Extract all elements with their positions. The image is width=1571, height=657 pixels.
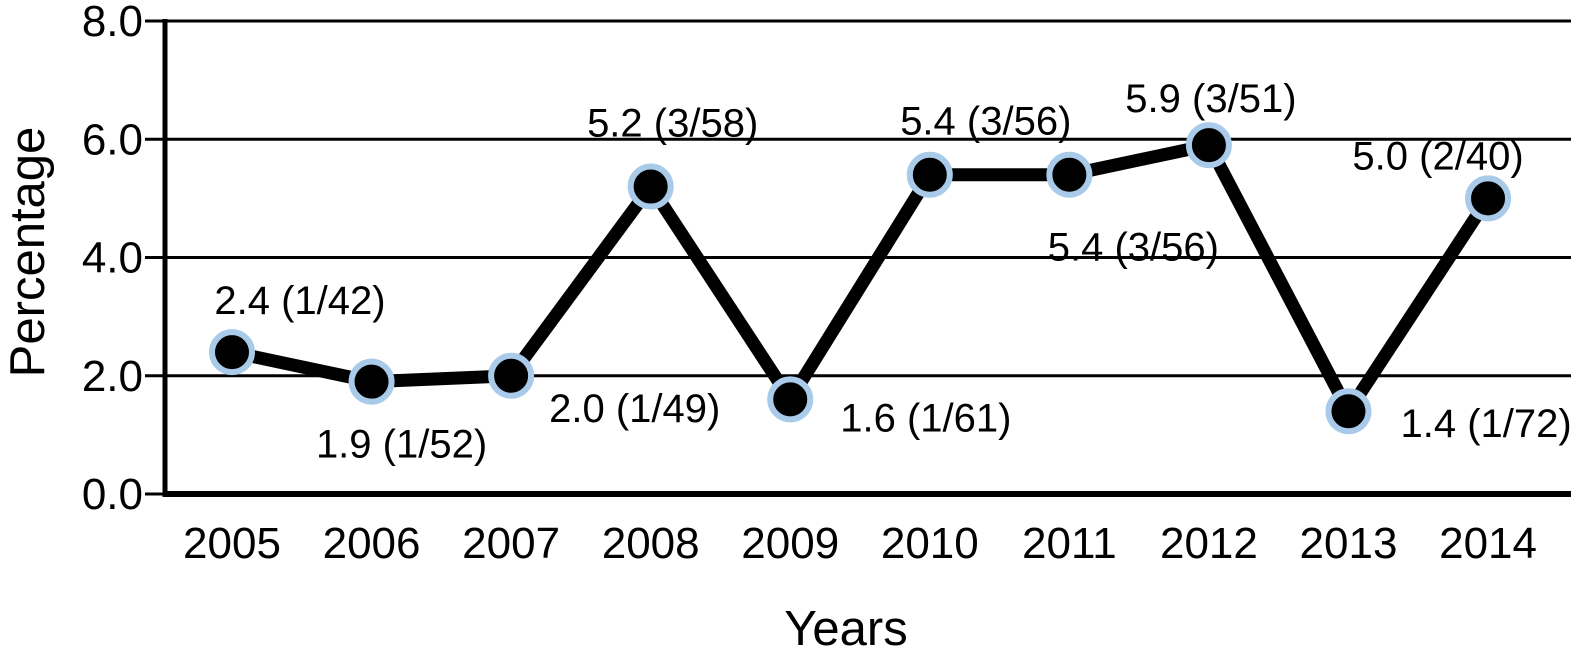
data-point-label: 1.6 (1/61) [840,396,1011,440]
data-point-label: 5.4 (3/56) [900,100,1071,144]
data-point-label: 5.2 (3/58) [587,102,758,146]
data-series [209,122,1512,435]
data-point-label: 2.0 (1/49) [549,387,720,431]
x-tick-label: 2005 [183,519,281,568]
data-point-label: 1.4 (1/72) [1400,402,1571,446]
y-axis-title: Percentage [1,127,55,378]
data-point-label: 5.0 (2/40) [1352,134,1523,178]
x-tick-label: 2007 [462,519,560,568]
x-tick-label: 2014 [1439,519,1537,568]
data-point-marker [348,358,395,405]
x-tick-label: 2010 [881,519,979,568]
data-point-marker [209,329,255,376]
data-point-marker [1046,151,1093,198]
data-point-marker [906,151,953,198]
y-tick-label: 4.0 [82,234,143,283]
x-tick-label: 2008 [602,519,700,568]
data-point-label: 1.9 (1/52) [316,423,487,467]
y-tick-label: 8.0 [82,0,143,46]
data-point-marker [1185,122,1232,169]
data-point-marker [488,352,535,399]
x-tick-label: 2009 [741,519,839,568]
x-tick-label: 2006 [323,519,421,568]
y-tick-label: 6.0 [82,115,143,164]
axes [145,19,168,497]
data-point-label: 5.9 (3/51) [1125,77,1296,121]
x-tick-label: 2013 [1300,519,1398,568]
data-point-marker [767,376,814,423]
data-point-label: 2.4 (1/42) [214,279,385,323]
data-point-label: 5.4 (3/56) [1048,226,1219,270]
x-axis-tick-labels: 2005 2006 2007 2008 2009 2010 2011 2012 2013 2014 [183,519,1537,568]
data-point-marker [1465,175,1512,222]
series-line [225,138,1495,418]
x-tick-label: 2011 [1022,519,1117,568]
x-axis-title: Years [784,602,908,656]
y-tick-label: 2.0 [82,352,143,401]
x-tick-label: 2012 [1160,519,1258,568]
data-point-marker [627,163,674,210]
y-axis-tick-labels: 0.0 2.0 4.0 6.0 8.0 [82,0,143,519]
data-point-marker [1325,388,1372,435]
y-tick-label: 0.0 [82,470,143,519]
data-point-labels: 2.4 (1/42) 1.9 (1/52) 2.0 (1/49) 5.2 (3/58)… [214,77,1571,467]
